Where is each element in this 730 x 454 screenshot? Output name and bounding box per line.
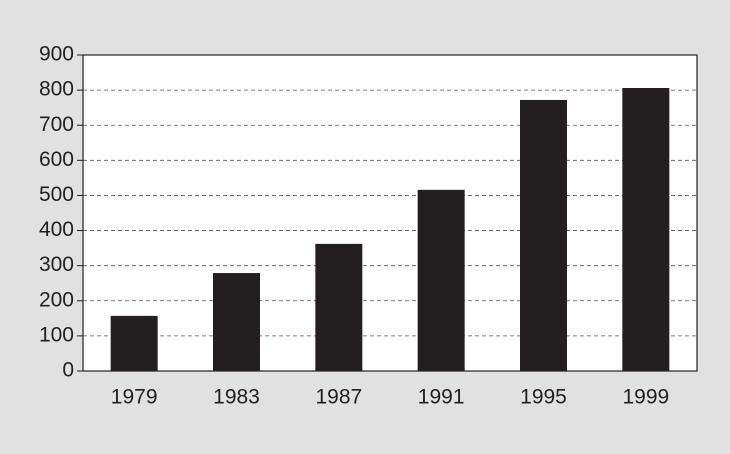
bar (417, 189, 465, 371)
y-tick-label: 300 (39, 253, 74, 276)
bar (110, 315, 158, 371)
x-tick-label: 1987 (315, 386, 362, 409)
y-tick-label: 100 (39, 323, 74, 346)
y-tick-label: 200 (39, 288, 74, 311)
x-tick-label: 1983 (213, 386, 260, 409)
bar (520, 99, 567, 371)
y-tick-label: 0 (62, 359, 74, 382)
y-tick-label: 600 (39, 148, 74, 171)
y-tick-label: 800 (39, 78, 74, 101)
x-tick-label: 1999 (622, 386, 669, 409)
bar (213, 273, 260, 371)
y-tick-label: 400 (39, 218, 74, 241)
x-tick-label: 1995 (520, 386, 567, 409)
plot-area (83, 55, 697, 371)
y-tick-label: 500 (39, 183, 74, 206)
bar (622, 88, 670, 371)
x-tick-label: 1979 (111, 386, 158, 409)
y-tick-label: 700 (39, 113, 74, 136)
plot-border (82, 54, 698, 372)
bar (315, 243, 363, 371)
x-tick-label: 1991 (418, 386, 465, 409)
y-tick-label: 900 (39, 43, 74, 66)
